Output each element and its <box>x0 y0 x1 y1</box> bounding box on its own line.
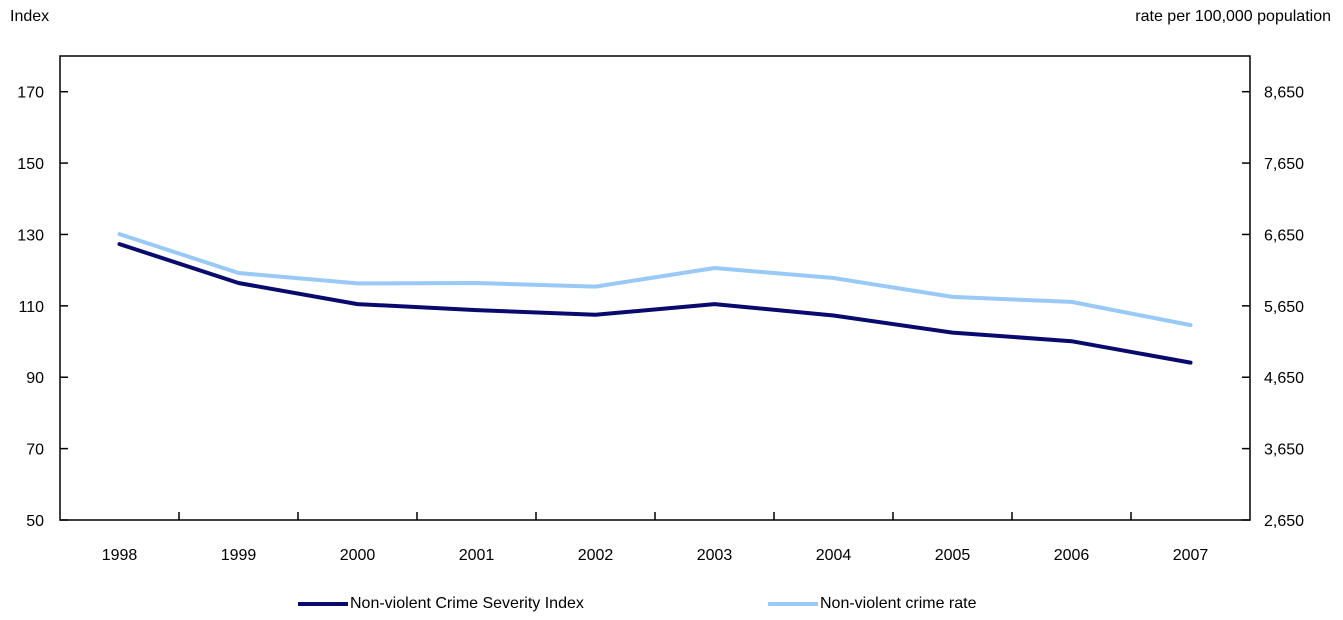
x-tick-label: 2004 <box>816 547 852 564</box>
left-tick-label: 170 <box>17 85 44 102</box>
right-tick-label: 6,650 <box>1264 227 1304 244</box>
legend-item-crime-rate: Non-violent crime rate <box>768 594 977 614</box>
x-tick-label: 2002 <box>578 547 614 564</box>
left-axis: 50 70 90 110 130 150 170 <box>17 85 68 530</box>
right-axis-title: rate per 100,000 population <box>1135 8 1331 25</box>
x-tick-label: 1998 <box>102 547 138 564</box>
legend-label-severity-index: Non-violent Crime Severity Index <box>350 595 584 612</box>
left-tick-label: 70 <box>26 442 44 459</box>
right-tick-label: 4,650 <box>1264 370 1304 387</box>
x-tick-label: 2006 <box>1054 547 1090 564</box>
x-tick-label: 2000 <box>340 547 376 564</box>
left-tick-label: 90 <box>26 370 44 387</box>
series-line-severity-index <box>117 242 1193 365</box>
right-tick-label: 8,650 <box>1264 85 1304 102</box>
right-tick-label: 3,650 <box>1264 442 1304 459</box>
x-tick-label: 2001 <box>459 547 495 564</box>
right-axis: 2,650 3,650 4,650 5,650 6,650 7,650 8,650 <box>1242 85 1304 530</box>
left-tick-label: 130 <box>17 227 44 244</box>
plot-border <box>59 55 1251 521</box>
legend-item-severity-index: Non-violent Crime Severity Index <box>298 594 584 614</box>
left-tick-label: 110 <box>18 299 44 316</box>
series-line-crime-rate <box>117 232 1193 328</box>
left-tick-label: 150 <box>17 156 44 173</box>
series-layer <box>117 232 1193 365</box>
legend-label-crime-rate: Non-violent crime rate <box>820 595 977 612</box>
left-tick-label: 50 <box>26 513 44 530</box>
x-axis: 1998 1999 2000 2001 2002 2003 2004 2005 2006 2007 <box>102 512 1209 564</box>
right-tick-label: 7,650 <box>1264 156 1304 173</box>
chart-plot: 50 70 90 110 130 150 170 2,650 3,650 4,650 5,650 6… <box>17 55 1304 564</box>
right-tick-label: 5,650 <box>1264 299 1304 316</box>
x-tick-label: 1999 <box>221 547 257 564</box>
legend-swatch-severity-index <box>298 602 348 606</box>
left-axis-title: Index <box>10 8 50 25</box>
x-tick-label: 2007 <box>1173 547 1209 564</box>
x-tick-label: 2003 <box>697 547 733 564</box>
legend-swatch-crime-rate <box>768 602 818 606</box>
plot-frame <box>59 55 1251 521</box>
x-tick-label: 2005 <box>935 547 971 564</box>
right-tick-label: 2,650 <box>1264 513 1304 530</box>
